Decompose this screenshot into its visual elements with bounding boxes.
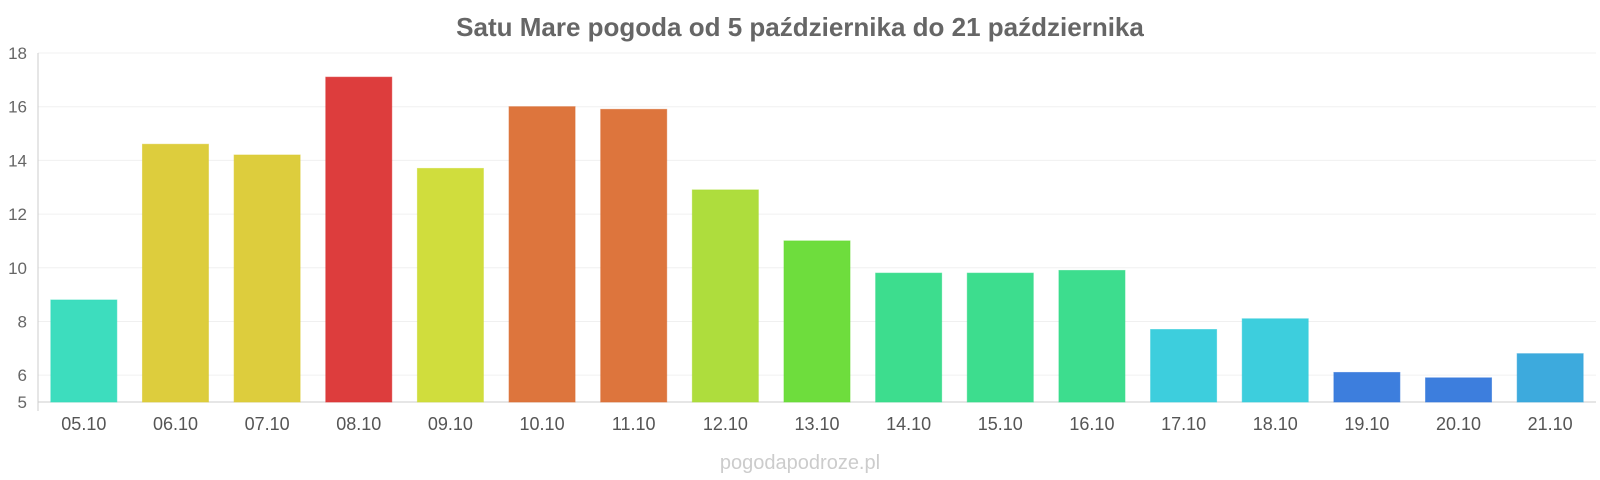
bar-10.10[interactable] bbox=[508, 106, 576, 403]
x-tick-label: 06.10 bbox=[153, 414, 198, 434]
bar-09.10[interactable] bbox=[416, 167, 484, 403]
x-tick-label: 07.10 bbox=[245, 414, 290, 434]
x-tick-label: 13.10 bbox=[794, 414, 839, 434]
bar-20.10[interactable] bbox=[1425, 377, 1493, 403]
x-tick-label: 15.10 bbox=[978, 414, 1023, 434]
y-tick-label: 5 bbox=[18, 393, 27, 412]
bar-19.10[interactable] bbox=[1333, 371, 1401, 403]
x-tick-label: 09.10 bbox=[428, 414, 473, 434]
bar-07.10[interactable] bbox=[233, 154, 301, 403]
y-tick-label: 10 bbox=[8, 259, 27, 278]
bar-08.10[interactable] bbox=[325, 76, 393, 403]
bar-12.10[interactable] bbox=[691, 189, 759, 403]
x-tick-label: 16.10 bbox=[1069, 414, 1114, 434]
bar-21.10[interactable] bbox=[1516, 353, 1584, 403]
bar-17.10[interactable] bbox=[1150, 329, 1218, 403]
bar-06.10[interactable] bbox=[141, 143, 209, 403]
bar-18.10[interactable] bbox=[1241, 318, 1309, 403]
x-tick-label: 05.10 bbox=[61, 414, 106, 434]
x-tick-label: 20.10 bbox=[1436, 414, 1481, 434]
y-tick-label: 8 bbox=[18, 312, 27, 331]
chart-title: Satu Mare pogoda od 5 października do 21… bbox=[456, 12, 1144, 42]
x-tick-label: 19.10 bbox=[1344, 414, 1389, 434]
y-tick-label: 16 bbox=[8, 98, 27, 117]
x-tick-label: 08.10 bbox=[336, 414, 381, 434]
bar-14.10[interactable] bbox=[875, 272, 943, 403]
x-tick-label: 14.10 bbox=[886, 414, 931, 434]
x-tick-labels: 05.10 06.10 07.10 08.10 09.10 10.10 11.10 12.10… bbox=[61, 414, 1572, 434]
x-tick-label: 21.10 bbox=[1528, 414, 1573, 434]
bar-05.10[interactable] bbox=[50, 299, 118, 403]
y-tick-label: 6 bbox=[18, 366, 27, 385]
x-tick-label: 17.10 bbox=[1161, 414, 1206, 434]
bar-16.10[interactable] bbox=[1058, 269, 1126, 403]
x-tick-label: 11.10 bbox=[612, 414, 656, 434]
watermark: pogodapodroze.pl bbox=[720, 452, 880, 474]
bar-15.10[interactable] bbox=[966, 272, 1034, 403]
y-tick-label: 14 bbox=[8, 151, 27, 170]
bar-13.10[interactable] bbox=[783, 240, 851, 403]
y-tick-label: 18 bbox=[8, 44, 27, 63]
x-tick-label: 10.10 bbox=[520, 414, 565, 434]
bar-11.10[interactable] bbox=[600, 108, 668, 403]
y-tick-label: 12 bbox=[8, 205, 27, 224]
bars bbox=[50, 76, 1584, 403]
x-tick-label: 18.10 bbox=[1253, 414, 1298, 434]
x-tick-label: 12.10 bbox=[703, 414, 748, 434]
y-tick-labels: 5 6 8 10 12 14 16 18 bbox=[8, 44, 27, 412]
